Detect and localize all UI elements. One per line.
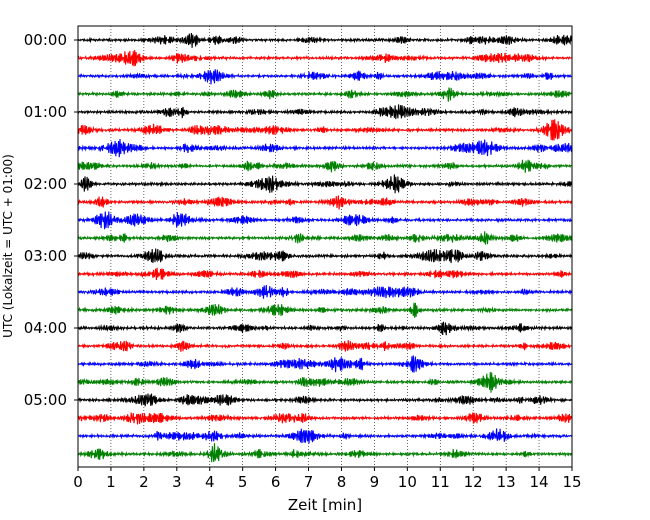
- x-tick-label: 11: [431, 473, 450, 491]
- seismogram-trace: [77, 33, 573, 48]
- seismogram-trace: [77, 443, 573, 463]
- plot-frame: [77, 25, 573, 468]
- x-tick-label: 7: [304, 473, 314, 491]
- seismogram-trace: [77, 50, 572, 67]
- x-tick-label: 13: [497, 473, 516, 491]
- seismogram-trace: [77, 371, 572, 393]
- x-tick-label: 14: [530, 473, 549, 491]
- x-tick-label: 2: [139, 473, 149, 491]
- seismogram-trace: [77, 195, 573, 210]
- y-tick-label: 00:00: [24, 31, 67, 49]
- seismogram-trace: [77, 428, 572, 444]
- y-axis-ticks: 00:00 01:00 02:00 03:00 04:00 05:00: [24, 31, 78, 409]
- y-tick-label: 03:00: [24, 247, 67, 265]
- y-tick-label: 05:00: [24, 391, 67, 409]
- seismogram-trace: [77, 355, 572, 373]
- seismogram-trace: [77, 284, 573, 299]
- x-tick-label: 3: [172, 473, 182, 491]
- seismogram-trace: [77, 267, 572, 280]
- x-tick-label: 0: [73, 473, 83, 491]
- seismogram-trace: [77, 302, 573, 318]
- seismogram-trace: [77, 119, 573, 141]
- x-tick-label: 9: [370, 473, 380, 491]
- seismogram-trace: [77, 321, 573, 336]
- seismogram-trace: [77, 248, 573, 264]
- x-tick-label: 4: [205, 473, 215, 491]
- seismogram-traces: [77, 33, 573, 463]
- seismogram-trace: [77, 174, 573, 194]
- x-axis-label: Zeit [min]: [288, 496, 362, 514]
- x-axis-ticks: 0 1 2 3 4 5 6 7 8 9 10 11 12 13 14 15: [73, 467, 582, 491]
- seismogram-trace: [77, 69, 572, 85]
- seismogram-trace: [77, 87, 572, 102]
- y-tick-label: 04:00: [24, 319, 67, 337]
- y-axis-label: UTC (Lokalzeit = UTC + 01:00): [1, 154, 15, 338]
- x-tick-label: 6: [271, 473, 281, 491]
- x-tick-label: 8: [337, 473, 347, 491]
- seismogram-trace: [77, 104, 573, 120]
- seismogram-trace: [77, 211, 572, 230]
- seismogram-trace: [77, 393, 572, 407]
- seismogram-trace: [77, 159, 572, 173]
- y-tick-label: 02:00: [24, 175, 67, 193]
- x-tick-label: 5: [238, 473, 248, 491]
- seismogram-trace: [77, 231, 573, 245]
- y-tick-label: 01:00: [24, 103, 67, 121]
- seismogram-trace: [77, 412, 573, 425]
- seismogram-trace: [77, 139, 573, 158]
- x-tick-label: 12: [464, 473, 483, 491]
- seismogram-trace: [77, 340, 572, 352]
- x-tick-label: 1: [106, 473, 116, 491]
- x-tick-label: 10: [398, 473, 417, 491]
- x-tick-label: 15: [562, 473, 581, 491]
